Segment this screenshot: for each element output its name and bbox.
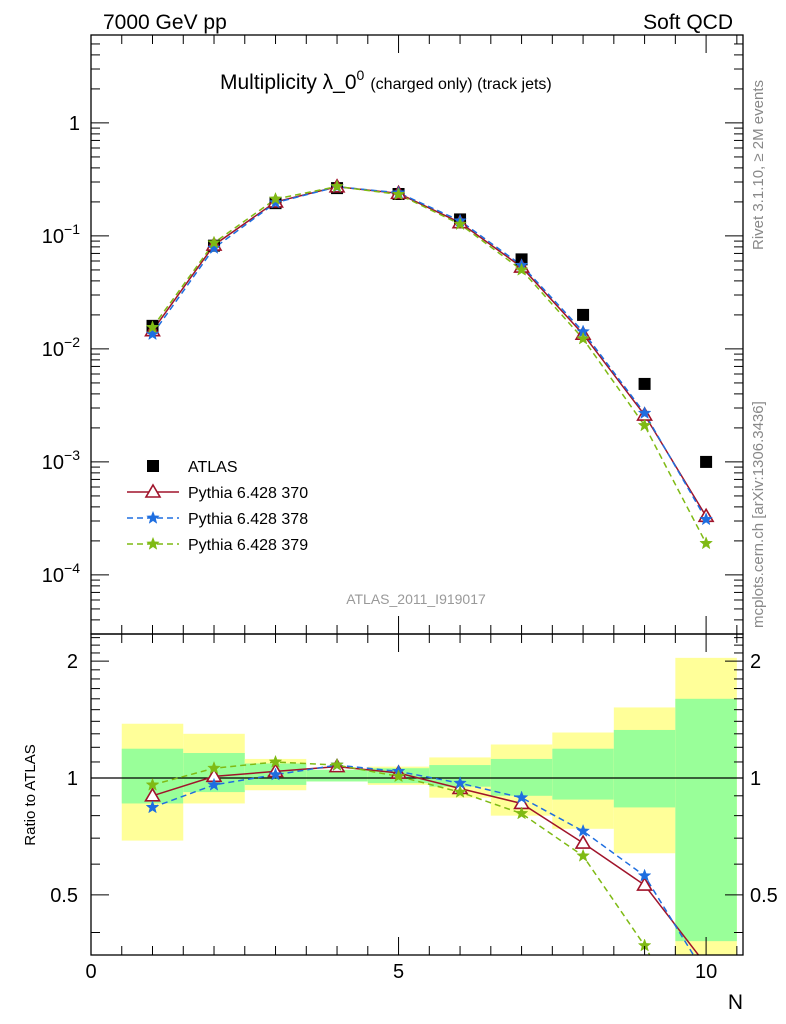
x-tick-label: 0 xyxy=(85,961,96,983)
header-category-label: Soft QCD xyxy=(643,11,733,34)
main-y-tick-label: 10−1 xyxy=(42,221,80,248)
ratio-y-tick-label-right: 2 xyxy=(750,651,761,673)
ratio-y-axis-label: Ratio to ATLAS xyxy=(22,744,39,845)
legend-marker xyxy=(147,460,159,472)
x-axis-label: N xyxy=(728,991,743,1014)
legend: ATLAS Pythia 6.428 370 Pythia 6.428 378 Pyt… xyxy=(127,459,308,554)
stat-uncertainty-band xyxy=(490,758,553,796)
ratio-point-s0-8 xyxy=(636,876,653,891)
header-energy-label: 7000 GeV pp xyxy=(103,11,227,34)
main-point-s3-4 xyxy=(391,187,406,201)
legend-item: ATLAS xyxy=(147,459,238,476)
series-2-group xyxy=(151,186,707,520)
main-line-series-3 xyxy=(151,185,707,544)
legend-marker xyxy=(146,510,160,524)
legend-marker xyxy=(144,483,162,498)
main-y-tick-label: 10−2 xyxy=(42,334,80,361)
main-y-tick-label: 10−4 xyxy=(42,560,80,587)
ratio-point-s0-7 xyxy=(574,834,592,849)
ratio-point-s1-7 xyxy=(576,823,590,837)
ratio-y-tick-label-right: 1 xyxy=(750,768,761,790)
legend-label: Pythia 6.428 370 xyxy=(188,485,308,502)
ratio-point-s1-8 xyxy=(637,868,652,882)
ratio-y-tick-label-left: 0.5 xyxy=(50,885,78,907)
legend-item: Pythia 6.428 370 xyxy=(127,483,308,502)
main-point-s3-1 xyxy=(207,235,221,249)
ratio-point-s1-0 xyxy=(145,800,160,814)
stat-uncertainty-band xyxy=(306,769,368,782)
ratio-point-s1-6 xyxy=(514,790,529,804)
ratio-point-s2-0 xyxy=(145,777,160,791)
main-point-s2-9 xyxy=(699,512,713,526)
main-line-series-2 xyxy=(151,186,707,520)
title-superscript: 0 xyxy=(357,67,365,83)
stat-uncertainty-band xyxy=(675,698,737,942)
ratio-line-series-0 xyxy=(152,765,700,955)
series-1-group xyxy=(151,186,707,517)
series-3-group xyxy=(151,185,707,544)
legend-marker xyxy=(146,536,160,550)
chart-title: Multiplicity λ_00 (charged only) (track j… xyxy=(220,67,552,94)
legend-item: Pythia 6.428 379 xyxy=(127,536,308,554)
ratio-point-s1-1 xyxy=(207,777,221,791)
main-point-s3-0 xyxy=(145,320,160,334)
main-point-s2-8 xyxy=(637,405,652,419)
ratio-point-s1-2 xyxy=(268,767,283,781)
ratio-panel: 0.5 0.5 1 1 2 2 Ratio to ATLAS 0 5 10 N xyxy=(22,633,778,1014)
main-point-s0-9 xyxy=(700,455,713,468)
mcplots-reference-label: mcplots.cern.ch [arXiv:1306.3436] xyxy=(750,401,767,628)
stat-uncertainty-band xyxy=(429,765,491,787)
ratio-line-series-2 xyxy=(152,761,651,955)
ratio-frame xyxy=(90,633,744,956)
main-point-s0-7 xyxy=(577,308,590,321)
ratio-point-s2-6 xyxy=(514,806,529,820)
legend-label: Pythia 6.428 378 xyxy=(188,511,308,528)
x-tick-labels: 0 5 10 xyxy=(85,961,717,983)
stat-uncertainty-band xyxy=(613,729,676,808)
main-point-s3-2 xyxy=(268,191,283,205)
main-y-tick-labels: 10−4 10−3 10−2 10−1 1 xyxy=(42,113,80,587)
title-qualifier: (charged only) (track jets) xyxy=(370,76,551,93)
ratio-point-s2-3 xyxy=(330,757,344,771)
main-point-s3-8 xyxy=(637,418,652,432)
ratio-y-tick-label-right: 0.5 xyxy=(750,885,778,907)
main-point-s3-3 xyxy=(330,179,344,193)
main-panel: 10−4 10−3 10−2 10−1 1 ATLAS_2011_I919017 ATL… xyxy=(42,34,744,635)
ratio-point-s2-5 xyxy=(453,784,467,798)
ratio-y-tick-labels: 0.5 0.5 1 1 2 2 xyxy=(50,651,778,907)
ratio-axis-ticks xyxy=(90,634,743,955)
main-point-s3-7 xyxy=(576,331,590,345)
main-point-s3-9 xyxy=(699,536,713,550)
legend-item: Pythia 6.428 378 xyxy=(127,510,308,528)
ratio-y-tick-label-left: 2 xyxy=(67,651,78,673)
svg-text:Multiplicity λ_00(charged only: Multiplicity λ_00 (charged only) (track j… xyxy=(220,67,552,94)
main-point-s2-0 xyxy=(145,326,160,341)
analysis-watermark: ATLAS_2011_I919017 xyxy=(346,591,486,607)
main-axis-ticks xyxy=(90,34,743,635)
x-tick-label: 5 xyxy=(393,961,404,983)
ratio-line-series-1 xyxy=(152,764,695,955)
main-line-series-1 xyxy=(151,186,707,517)
ratio-point-s2-2 xyxy=(268,754,283,768)
x-tick-label: 10 xyxy=(695,961,717,983)
stat-uncertainty-band xyxy=(552,748,614,800)
main-data-layer xyxy=(144,178,715,550)
title-main: Multiplicity λ_0 xyxy=(220,71,357,94)
ratio-point-s2-1 xyxy=(207,760,221,775)
ratio-uncertainty-bands xyxy=(121,657,737,955)
rivet-version-label: Rivet 3.1.10, ≥ 2M events xyxy=(750,80,767,250)
ratio-point-s2-7 xyxy=(576,848,590,862)
main-y-tick-label: 10−3 xyxy=(42,447,80,474)
main-point-s0-8 xyxy=(638,377,651,390)
ratio-data-layer xyxy=(144,754,700,955)
ratio-point-s2-4 xyxy=(391,769,406,783)
legend-label: ATLAS xyxy=(188,459,238,476)
main-point-s3-6 xyxy=(514,262,529,276)
legend-label: Pythia 6.428 379 xyxy=(188,537,308,554)
ratio-y-tick-label-left: 1 xyxy=(67,768,78,790)
main-y-tick-label: 1 xyxy=(69,113,80,135)
main-point-s2-1 xyxy=(207,240,221,254)
main-point-s3-5 xyxy=(453,216,467,231)
